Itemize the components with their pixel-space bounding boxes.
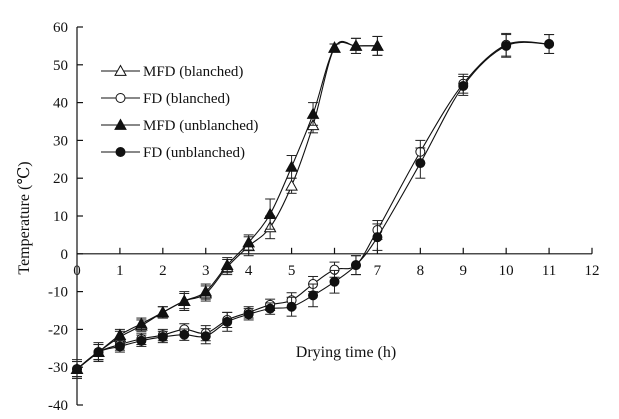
data-point [200,331,211,342]
data-point [329,276,340,287]
legend-label: FD (unblanched) [143,145,245,161]
data-point [199,285,213,297]
data-point [285,160,298,172]
data-point [458,80,469,91]
y-tick-label: 20 [53,171,68,187]
data-point [93,347,104,358]
series-layer [70,32,555,380]
legend-item: MFD (blanched) [101,64,243,80]
x-tick-label: 3 [202,263,210,279]
data-point [285,179,298,191]
y-tick-label: -20 [48,322,68,338]
data-point [114,118,127,130]
y-tick-label: 30 [53,133,68,149]
data-point [177,294,191,306]
legend-item: MFD (unblanched) [101,118,258,134]
x-tick-label: 11 [542,263,556,279]
y-tick-label: -40 [48,398,68,414]
data-point [263,207,277,220]
data-point [415,158,426,169]
x-tick-label: 10 [499,263,514,279]
data-point [222,316,233,327]
x-tick-label: 5 [288,263,296,279]
data-point [350,260,361,271]
data-point [328,41,341,53]
data-point [372,232,383,243]
y-tick-label: 50 [53,58,68,74]
legend-label: MFD (blanched) [143,64,243,80]
data-point [286,301,297,312]
legend-item: FD (blanched) [101,91,230,107]
data-point [115,147,126,157]
data-point [157,331,168,342]
x-tick-label: 7 [374,263,382,279]
data-point [114,64,127,76]
x-axis-title: Drying time (h) [296,344,396,361]
legend-label: FD (blanched) [143,91,230,107]
x-tick-label: 0 [73,263,81,279]
y-tick-label: -10 [48,285,68,301]
y-tick-label: 10 [53,209,68,225]
x-tick-label: 8 [417,263,425,279]
series-fd-unblanched [72,34,555,380]
data-point [179,329,190,340]
data-point [115,93,126,103]
data-point [114,341,125,352]
data-point [371,39,384,51]
data-point [501,40,512,51]
x-tick-label: 9 [460,263,468,279]
x-tick-label: 12 [585,263,600,279]
data-point [242,235,256,248]
x-tick-label: 2 [159,263,167,279]
x-tick-label: 1 [116,263,124,279]
data-point [265,303,276,314]
data-point [306,107,320,119]
data-point [135,317,148,329]
x-tick-label: 4 [245,263,253,279]
legend-item: FD (unblanched) [101,145,245,161]
y-tick-label: 0 [61,247,69,263]
data-point [243,309,254,320]
data-point [220,258,234,271]
data-point [136,335,147,346]
data-point [72,364,82,375]
axes: 6050403020100-10-20-30-40012345678910111… [48,20,600,414]
data-point [113,328,127,340]
y-axis-title: Temperature (℃) [16,161,33,274]
y-tick-label: 60 [53,20,68,36]
data-point [156,305,170,318]
data-point [308,290,319,301]
data-point [544,39,555,50]
legend: MFD (blanched) FD (blanched) MFD (unblanch… [101,64,258,161]
data-point [349,39,363,51]
y-tick-label: 40 [53,96,68,112]
y-tick-label: -30 [48,360,68,376]
legend-label: MFD (unblanched) [143,118,258,134]
